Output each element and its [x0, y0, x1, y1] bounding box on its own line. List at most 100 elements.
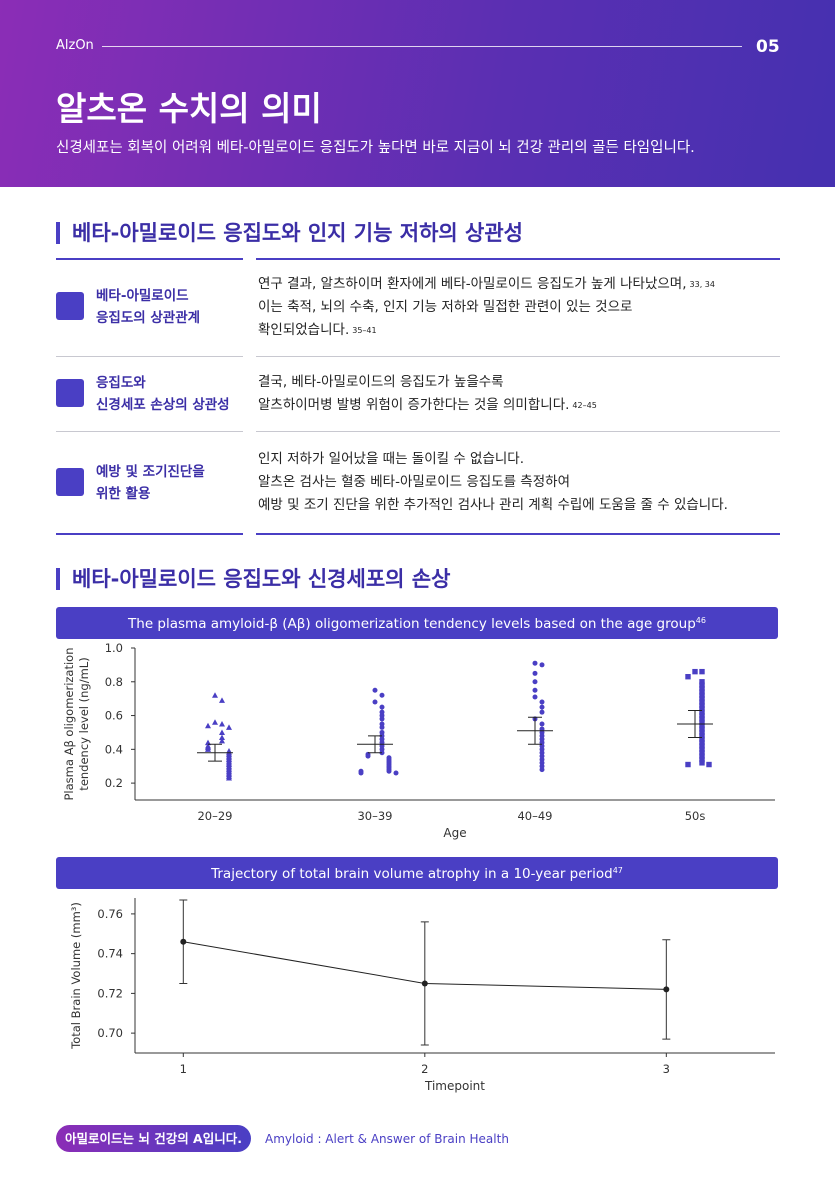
footer-tagline: Amyloid : Alert & Answer of Brain Health [265, 1132, 509, 1146]
label-line: 응집도의 상관관계 [96, 310, 201, 326]
chart-banner [56, 857, 778, 889]
y-axis-label-line: tendency level (ng/mL) [77, 657, 91, 790]
label-line: 위한 활용 [96, 485, 151, 502]
dot [219, 737, 225, 744]
dot [699, 739, 705, 746]
error-bar [688, 709, 702, 739]
error-bar [528, 716, 542, 745]
text-line: 결국, 베타-아밀로이드의 응집도가 높을수록 [258, 371, 597, 394]
page-number: 05 [756, 37, 780, 57]
row-label: 응집도와 신경세포 손상의 상관성 [96, 372, 230, 416]
error-bar [368, 735, 382, 754]
dot [699, 706, 705, 712]
point [421, 980, 428, 987]
y-tick-label: 0.70 [97, 1026, 123, 1040]
text-line: 이는 축적, 뇌의 수축, 인지 기능 저하와 밀접한 관련이 있는 것으로 [258, 296, 715, 319]
text: 확인되었습니다. [258, 321, 350, 338]
dot [226, 775, 232, 781]
dot [692, 668, 698, 675]
x-tick-label: 50s [685, 809, 706, 823]
dot [699, 668, 705, 675]
dot [212, 692, 218, 698]
rule [256, 431, 780, 432]
title-ref: 47 [613, 866, 623, 875]
text-line: 확인되었습니다. 35–41 [258, 319, 715, 342]
dot [365, 753, 371, 759]
x-tick-label: 1 [180, 1062, 187, 1076]
rule [56, 533, 243, 535]
dot [379, 724, 385, 730]
rule [102, 46, 742, 47]
header: AlzOn 05 알츠온 수치의 의미 신경세포는 회복이 어려워 베타-아밀로… [0, 0, 835, 187]
section-heading: 베타-아밀로이드 응집도와 신경세포의 손상 [56, 568, 450, 590]
text-line: 연구 결과, 알츠하이머 환자에게 베타-아밀로이드 응집도가 높게 나타났으며… [258, 273, 715, 296]
dot [219, 697, 225, 703]
dot [699, 746, 705, 753]
rule [56, 258, 243, 260]
dot [212, 719, 218, 725]
dot [699, 712, 705, 719]
icon [56, 292, 84, 320]
y-axis-label-line: Plasma Aβ oligomerization [62, 647, 76, 800]
text-line: 알츠하이머병 발병 위험이 증가한다는 것을 의미합니다. 42–45 [258, 394, 597, 417]
dot [699, 702, 705, 709]
dot [699, 733, 705, 739]
x-tick-label: 2 [421, 1062, 428, 1076]
y-axis-label: Plasma Aβ oligomerizationtendency level … [62, 647, 91, 800]
dot [393, 770, 399, 776]
chart-banner [56, 607, 778, 639]
y-tick-label: 1.0 [105, 641, 123, 655]
y-axis-label: Total Brain Volume (mm³) [69, 902, 83, 1050]
dot [539, 721, 545, 727]
title: Trajectory of total brain volume atrophy… [210, 866, 613, 882]
dot [699, 726, 705, 732]
dot [699, 689, 705, 695]
rule [256, 533, 780, 535]
row-text: 결국, 베타-아밀로이드의 응집도가 높을수록 알츠하이머병 발병 위험이 증가한… [258, 371, 597, 417]
chart-title: Trajectory of total brain volume atrophy… [210, 866, 623, 882]
label-line: 예방 및 조기진단을 [96, 463, 205, 480]
dot [699, 695, 705, 702]
dot [699, 743, 705, 749]
rule [256, 258, 780, 260]
dot [685, 761, 691, 768]
title: The plasma amyloid-β (Aβ) oligomerizatio… [127, 616, 696, 632]
dot [699, 736, 705, 742]
dot [219, 721, 225, 727]
chart-title: The plasma amyloid-β (Aβ) oligomerizatio… [127, 616, 706, 632]
dot [706, 761, 712, 768]
label-line: 베타-아밀로이드 [96, 288, 189, 304]
icon [56, 379, 84, 407]
dot [226, 724, 232, 730]
ref: 33, 34 [689, 279, 715, 289]
rule [56, 431, 243, 432]
text: 이는 축적, 뇌의 수축, 인지 기능 저하와 밀접한 관련이 있는 것으로 [258, 298, 633, 315]
rule [256, 356, 780, 357]
point [663, 986, 670, 993]
x-axis-label: Timepoint [424, 1079, 485, 1093]
dot [219, 729, 225, 735]
brand: AlzOn [56, 38, 94, 53]
dot [219, 734, 225, 741]
dot [699, 716, 705, 722]
dot [699, 760, 705, 766]
y-tick-label: 0.74 [97, 947, 123, 961]
dot [539, 704, 545, 710]
dot [205, 746, 211, 752]
dot [532, 670, 538, 676]
text: 알츠온 검사는 혈중 베타-아밀로이드 응집도를 측정하여 [258, 474, 570, 490]
y-tick-label: 0.72 [97, 986, 123, 1000]
dot [358, 770, 364, 776]
error-bar [208, 743, 222, 762]
y-tick-label: 0.76 [97, 907, 123, 921]
x-tick-label: 30–39 [357, 809, 392, 823]
row-text: 연구 결과, 알츠하이머 환자에게 베타-아밀로이드 응집도가 높게 나타났으며… [258, 273, 715, 342]
y-tick-label: 0.4 [105, 742, 123, 756]
y-tick-label: 0.8 [105, 675, 123, 689]
dot [205, 739, 211, 746]
dot [532, 687, 538, 693]
dot [685, 674, 691, 680]
x-tick-label: 20–29 [197, 809, 232, 823]
dot [699, 722, 705, 729]
